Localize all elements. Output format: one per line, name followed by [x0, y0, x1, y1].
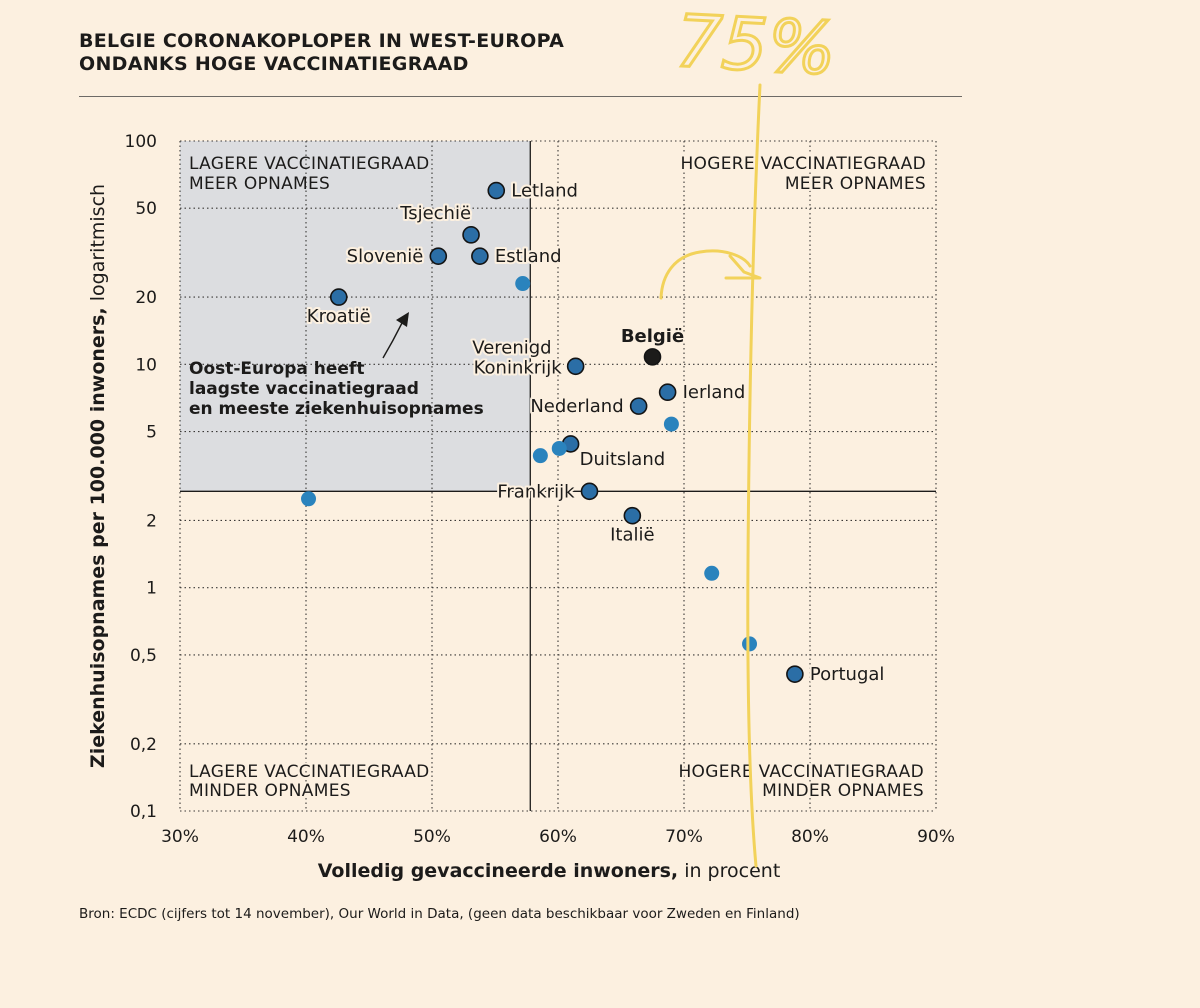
data-point-tsjechi-	[462, 226, 480, 244]
quadrant-label-top-left: MEER OPNAMES	[189, 174, 330, 194]
y-tick-label: 50	[135, 199, 157, 219]
data-point-belgi-	[643, 348, 662, 366]
point-label: België	[621, 326, 684, 347]
data-point-letland	[487, 181, 506, 200]
annotation-text: Oost-Europa heeft	[189, 359, 364, 379]
annotation-arrow	[382, 322, 403, 359]
y-axis-title: Ziekenhuisopnames per 100.000 inwoners, …	[87, 184, 109, 768]
point-label: Frankrijk	[497, 481, 575, 502]
y-tick-label: 0,2	[130, 735, 157, 755]
handwritten-75-percent: 75%	[674, 0, 838, 91]
point-label: Slovenië	[347, 246, 424, 267]
data-point-nederland	[629, 397, 648, 415]
chart-title-line2: ONDANKS HOGE VACCINATIEGRAAD	[79, 53, 469, 75]
data-point	[704, 565, 720, 581]
quadrant-label-bottom-left: LAGERE VACCINATIEGRAAD	[189, 762, 430, 782]
x-axis-title: Volledig gevaccineerde inwoners, in proc…	[318, 860, 781, 882]
data-point-sloveni-	[429, 247, 448, 265]
y-tick-label: 0,5	[130, 646, 157, 666]
data-point-ierland	[658, 383, 677, 402]
data-point-estland	[471, 247, 489, 265]
title-divider	[79, 96, 962, 97]
data-point	[551, 440, 567, 456]
data-point-frankrijk	[580, 482, 599, 501]
annotation-text: en meeste ziekenhuisopnames	[189, 399, 484, 419]
quadrant-label-top-left: LAGERE VACCINATIEGRAAD	[189, 154, 430, 174]
y-tick-label: 2	[146, 511, 157, 531]
point-label: Italië	[610, 525, 654, 546]
y-tick-label: 0,1	[130, 802, 157, 822]
data-point-verenigd-koninkrijk	[566, 357, 585, 376]
point-label: Ierland	[683, 382, 746, 403]
data-point	[301, 491, 317, 507]
y-tick-label: 100	[125, 132, 157, 152]
quadrant-label-bottom-right: HOGERE VACCINATIEGRAAD	[678, 762, 924, 782]
data-point	[663, 416, 679, 432]
point-label: Letland	[511, 181, 578, 202]
data-point	[742, 636, 758, 652]
data-point-portugal	[786, 665, 804, 683]
source-note: Bron: ECDC (cijfers tot 14 november), Ou…	[79, 906, 800, 922]
annotation-arrowhead	[396, 312, 409, 327]
point-label: Tsjechië	[399, 203, 471, 224]
chart-title: BELGIE CORONAKOPLOPER IN WEST-EUROPA OND…	[79, 30, 564, 76]
point-label: Portugal	[810, 664, 885, 685]
handwritten-seven-mark	[659, 249, 762, 300]
y-tick-label: 10	[135, 355, 157, 375]
point-label: Estland	[495, 246, 562, 267]
point-label: Duitsland	[580, 449, 666, 470]
quadrant-label-top-right: MEER OPNAMES	[785, 174, 926, 194]
point-label: Verenigd	[472, 337, 551, 358]
x-tick-label: 60%	[539, 827, 577, 847]
chart-title-line1: BELGIE CORONAKOPLOPER IN WEST-EUROPA	[79, 30, 565, 52]
data-point	[515, 276, 531, 292]
handwritten-line	[746, 83, 762, 868]
point-label: Kroatië	[307, 306, 371, 327]
y-tick-label: 1	[146, 579, 157, 599]
quadrant-label-bottom-right: MINDER OPNAMES	[762, 781, 924, 801]
quadrant-label-bottom-left: MINDER OPNAMES	[189, 781, 351, 801]
x-tick-label: 30%	[161, 827, 199, 847]
quadrant-label-top-right: HOGERE VACCINATIEGRAAD	[680, 154, 926, 174]
data-point	[532, 448, 548, 464]
point-label: Nederland	[530, 396, 623, 417]
x-tick-label: 40%	[287, 827, 325, 847]
annotation-text: laagste vaccinatiegraad	[189, 379, 419, 399]
x-tick-label: 90%	[917, 827, 955, 847]
x-tick-label: 70%	[665, 827, 703, 847]
point-label: Koninkrijk	[474, 357, 563, 378]
data-point-itali-	[623, 506, 642, 525]
y-tick-label: 5	[146, 423, 157, 443]
quadrant-shade-top-left	[180, 141, 531, 492]
x-tick-label: 50%	[413, 827, 451, 847]
y-tick-label: 20	[135, 288, 157, 308]
data-point-kroati-	[329, 288, 348, 306]
x-tick-label: 80%	[791, 827, 829, 847]
